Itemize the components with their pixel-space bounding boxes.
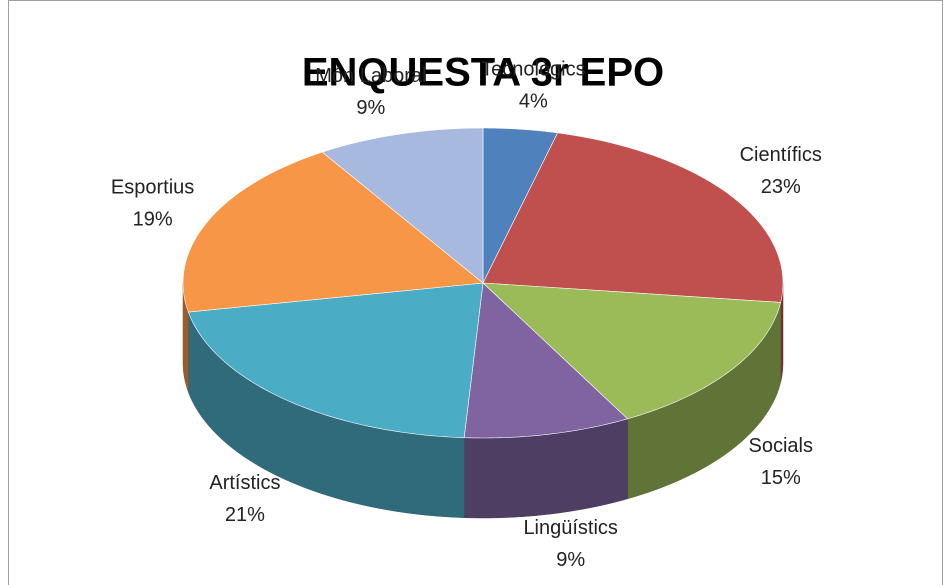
slice (482, 132, 784, 303)
slice-label-name: Socials (749, 435, 813, 457)
slice-label-value: 9% (556, 549, 585, 571)
slice-label-value: 9% (356, 97, 385, 119)
slice-label-name: Tecnològics (481, 58, 586, 80)
slice-tops (182, 127, 784, 439)
slice-label-name: Món Laboral (315, 65, 426, 87)
slice-label-name: Lingüístics (523, 517, 618, 539)
slice-label-name: Artístics (209, 472, 280, 494)
slice-label-value: 21% (225, 504, 265, 526)
slice-label-value: 23% (761, 176, 801, 198)
slice-label-value: 4% (519, 90, 548, 112)
slice (482, 127, 559, 284)
slice-label-value: 15% (761, 467, 801, 489)
slice (182, 151, 484, 313)
slice-label-value: 19% (133, 208, 173, 230)
slice (187, 282, 484, 439)
chart-title: ENQUESTA 3r EPO (302, 51, 664, 95)
slice (463, 282, 629, 439)
slice-sides (182, 282, 784, 519)
slice-label-name: Científics (740, 144, 822, 166)
slice (482, 282, 782, 420)
slice-label-name: Esportius (111, 176, 194, 198)
slice (321, 127, 484, 284)
